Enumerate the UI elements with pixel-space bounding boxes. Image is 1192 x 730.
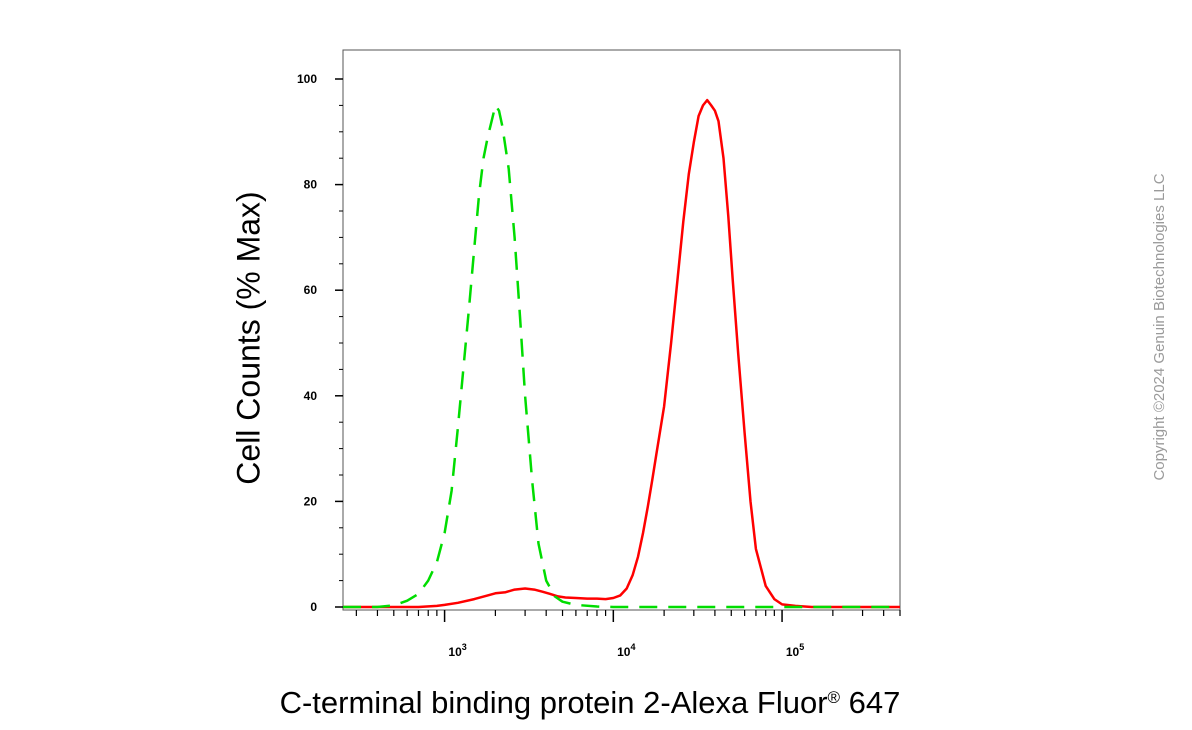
plot-frame	[342, 49, 901, 611]
series-layer	[343, 98, 900, 609]
x-axis-title-main: C-terminal binding protein 2-Alexa Fluor	[280, 685, 828, 720]
y-tick-label: 80	[304, 178, 318, 192]
sample-series-line	[343, 98, 900, 609]
y-tick-label: 100	[297, 72, 317, 86]
registered-mark: ®	[828, 688, 841, 707]
x-axis-title: C-terminal binding protein 2-Alexa Fluor…	[280, 685, 901, 720]
y-tick-label: 40	[304, 389, 318, 403]
y-axis-title: Cell Counts (% Max)	[230, 191, 266, 484]
x-axis: 103 104 105	[355, 610, 901, 659]
copyright-watermark: Copyright ©2024 Genuin Biotechnologies L…	[1151, 173, 1168, 480]
x-axis-title-end: 647	[840, 685, 900, 720]
y-axis: 0 20 40 60 80 100	[297, 72, 343, 614]
y-tick-label: 60	[304, 283, 318, 297]
y-tick-label: 20	[304, 494, 318, 508]
y-tick-label: 0	[310, 600, 317, 614]
x-tick-label: 103	[448, 642, 466, 659]
control-series-line	[343, 104, 900, 609]
x-tick-label: 105	[786, 642, 804, 659]
x-tick-label: 104	[617, 642, 635, 659]
